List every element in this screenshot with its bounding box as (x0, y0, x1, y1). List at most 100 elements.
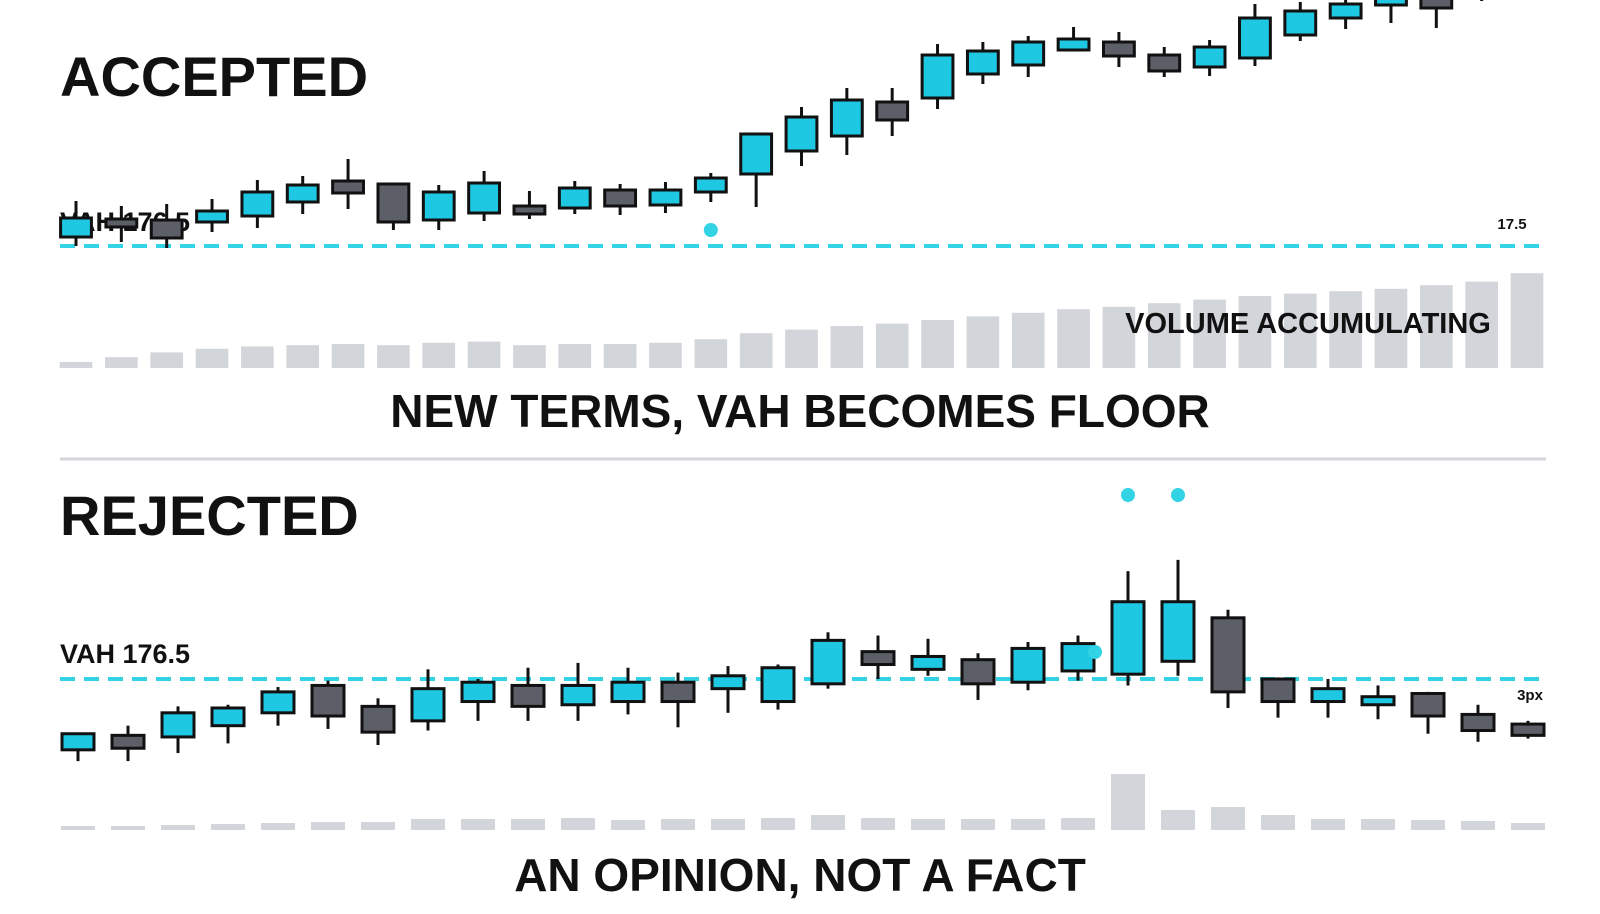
volume-bar (1261, 815, 1295, 830)
volume-bar (711, 819, 745, 830)
volume-bar (1361, 819, 1395, 830)
candle-body (1410, 691, 1446, 718)
volume-bar (921, 320, 954, 368)
candle-body (829, 98, 864, 138)
volume-bar (1465, 281, 1498, 368)
volume-bar (649, 342, 682, 368)
candle-body (1192, 45, 1227, 69)
candle-body (760, 666, 796, 704)
volume-bar (211, 824, 245, 830)
candle-body (1328, 2, 1363, 20)
volume-bar (241, 346, 274, 368)
candle-body (920, 53, 955, 100)
candle-body (660, 680, 696, 704)
candle-body (1374, 0, 1408, 7)
candle-body (195, 209, 229, 224)
candle-body (965, 49, 1000, 76)
volume-bar (911, 819, 945, 830)
volume-bar (1238, 296, 1272, 368)
candle-body (467, 181, 502, 215)
candle-body (860, 650, 896, 667)
candle-body (1210, 616, 1246, 694)
candle-body (1110, 600, 1146, 676)
volume-bar (1011, 312, 1045, 368)
volume-bar (1011, 819, 1045, 830)
candle-body (149, 218, 184, 240)
volume-bar (331, 344, 365, 368)
candle-body (512, 204, 547, 216)
volume-bar (511, 819, 545, 830)
volume-bar (1193, 299, 1226, 368)
volume-bar (558, 344, 592, 368)
panel-title-rejected: REJECTED (60, 484, 359, 547)
volume-bar (1511, 823, 1545, 830)
volume-bar (661, 819, 695, 830)
volume-bar (513, 345, 546, 368)
volume-bar (261, 823, 295, 830)
candle-body (331, 179, 365, 195)
volume-bar (1102, 306, 1136, 368)
volume-bar (461, 819, 495, 830)
volume-bar (105, 357, 138, 368)
volume-bar (1411, 820, 1445, 830)
candle-body (710, 674, 746, 691)
volume-bar (785, 329, 818, 368)
rejected-panel (60, 488, 1546, 830)
candle-body (1147, 53, 1182, 73)
candle-body (460, 680, 496, 704)
volume-bar (1329, 291, 1362, 368)
candle-body (1056, 37, 1091, 52)
candle-body (285, 183, 320, 204)
candle-body (1011, 40, 1046, 67)
volume-bar (61, 826, 95, 830)
volume-bar (1147, 303, 1181, 368)
volume-bar (422, 342, 456, 368)
volume-bar (286, 345, 320, 368)
volume-bar (603, 344, 637, 368)
volume-bar (1311, 819, 1345, 830)
candle-body (810, 638, 846, 686)
candle-body (110, 733, 146, 750)
candle-body (240, 190, 275, 218)
volume-bar (861, 818, 895, 830)
volume-bar (1061, 818, 1095, 830)
volume-bar (111, 826, 145, 830)
candle-body (784, 115, 819, 153)
volume-bar (1211, 807, 1245, 830)
volume-bar (875, 323, 909, 368)
signal-dot (1171, 488, 1185, 502)
volume-bar (1283, 293, 1317, 368)
volume-bar (611, 820, 645, 830)
candle-body (557, 186, 592, 210)
candle-body (376, 182, 411, 224)
candle-body (160, 711, 196, 739)
candle-body (1160, 600, 1196, 663)
candle-body (739, 132, 774, 176)
signal-dot (1088, 645, 1102, 659)
vah-label-rejected: VAH 176.5 (60, 639, 190, 669)
candle-body (648, 188, 683, 207)
candle-body (1360, 695, 1396, 707)
volume-bar (761, 818, 795, 830)
candle-body (410, 687, 446, 723)
candle-body (60, 732, 96, 752)
volume-bar (1161, 810, 1195, 830)
candle-body (1510, 722, 1546, 737)
annotation-value-rejected: 3px (1517, 687, 1544, 704)
volume-bar (811, 815, 845, 830)
volume-bar (1111, 774, 1145, 830)
candle-body (360, 704, 396, 734)
candle-body (1310, 687, 1346, 704)
candle-body (1010, 646, 1046, 684)
volume-bar (311, 822, 345, 830)
candle-body (603, 188, 638, 208)
candle-body (1101, 40, 1136, 58)
candle-body (421, 190, 456, 222)
candle-body (960, 658, 996, 686)
candle-body (510, 683, 546, 708)
candle-body (104, 217, 139, 229)
volume-bar (411, 819, 445, 830)
volume-bar (966, 316, 1000, 368)
volume-bar (150, 352, 184, 368)
volume-bar (739, 333, 773, 368)
